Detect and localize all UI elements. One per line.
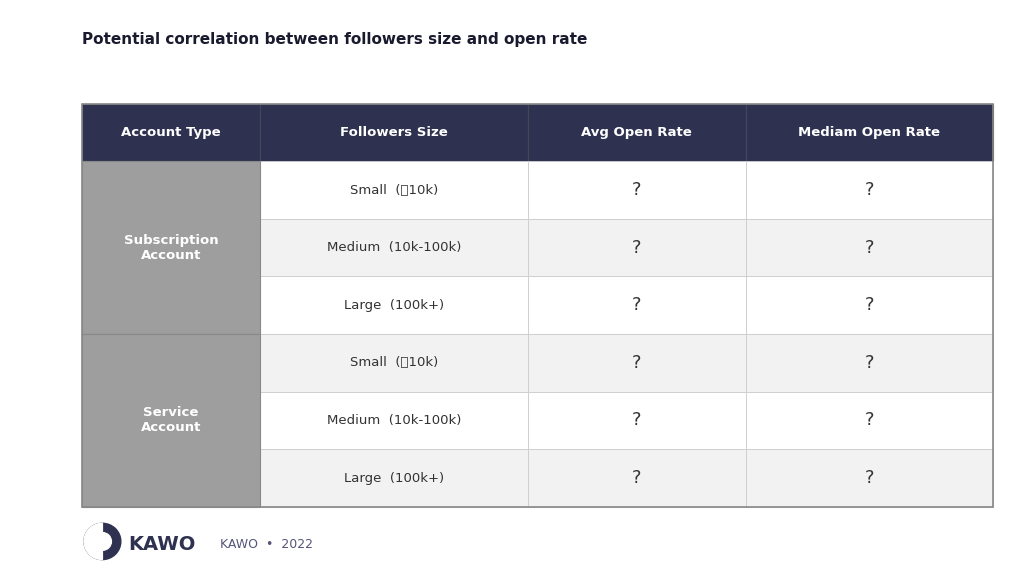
FancyBboxPatch shape	[260, 104, 527, 161]
Text: ?: ?	[632, 469, 641, 487]
FancyBboxPatch shape	[527, 392, 745, 449]
FancyBboxPatch shape	[527, 449, 745, 507]
Text: ?: ?	[632, 354, 641, 372]
Wedge shape	[84, 523, 102, 560]
Text: Subscription
Account: Subscription Account	[124, 234, 218, 262]
FancyBboxPatch shape	[260, 334, 527, 392]
FancyBboxPatch shape	[527, 276, 745, 334]
Circle shape	[93, 533, 112, 550]
FancyBboxPatch shape	[745, 161, 993, 219]
FancyBboxPatch shape	[745, 104, 993, 161]
FancyBboxPatch shape	[527, 161, 745, 219]
Text: ?: ?	[864, 354, 874, 372]
FancyBboxPatch shape	[527, 104, 745, 161]
Text: Large  (100k+): Large (100k+)	[344, 299, 444, 312]
FancyBboxPatch shape	[82, 334, 260, 507]
Text: KAWO: KAWO	[128, 535, 196, 554]
Circle shape	[84, 523, 121, 560]
FancyBboxPatch shape	[260, 392, 527, 449]
Text: ?: ?	[632, 411, 641, 430]
FancyBboxPatch shape	[745, 392, 993, 449]
Text: ?: ?	[864, 181, 874, 199]
FancyBboxPatch shape	[745, 449, 993, 507]
Text: ?: ?	[864, 469, 874, 487]
Text: Account Type: Account Type	[121, 126, 221, 139]
Text: Small  (＜10k): Small (＜10k)	[350, 184, 438, 196]
FancyBboxPatch shape	[260, 449, 527, 507]
FancyBboxPatch shape	[745, 334, 993, 392]
Text: Small  (＜10k): Small (＜10k)	[350, 357, 438, 369]
FancyBboxPatch shape	[260, 161, 527, 219]
Text: Large  (100k+): Large (100k+)	[344, 472, 444, 484]
Text: ?: ?	[864, 411, 874, 430]
FancyBboxPatch shape	[260, 276, 527, 334]
FancyBboxPatch shape	[82, 104, 260, 161]
Text: Medium  (10k-100k): Medium (10k-100k)	[327, 241, 461, 254]
Text: ?: ?	[632, 181, 641, 199]
Text: ?: ?	[864, 238, 874, 257]
Text: KAWO  •  2022: KAWO • 2022	[220, 538, 313, 551]
Text: ?: ?	[632, 296, 641, 314]
Text: Medium  (10k-100k): Medium (10k-100k)	[327, 414, 461, 427]
Text: ?: ?	[632, 238, 641, 257]
Text: ?: ?	[864, 296, 874, 314]
Text: Avg Open Rate: Avg Open Rate	[582, 126, 692, 139]
FancyBboxPatch shape	[745, 276, 993, 334]
Text: Mediam Open Rate: Mediam Open Rate	[799, 126, 940, 139]
Text: Service
Account: Service Account	[141, 407, 202, 434]
FancyBboxPatch shape	[527, 334, 745, 392]
FancyBboxPatch shape	[527, 219, 745, 276]
FancyBboxPatch shape	[82, 161, 260, 334]
FancyBboxPatch shape	[745, 219, 993, 276]
Text: Followers Size: Followers Size	[340, 126, 447, 139]
Text: Potential correlation between followers size and open rate: Potential correlation between followers …	[82, 32, 588, 47]
FancyBboxPatch shape	[260, 219, 527, 276]
